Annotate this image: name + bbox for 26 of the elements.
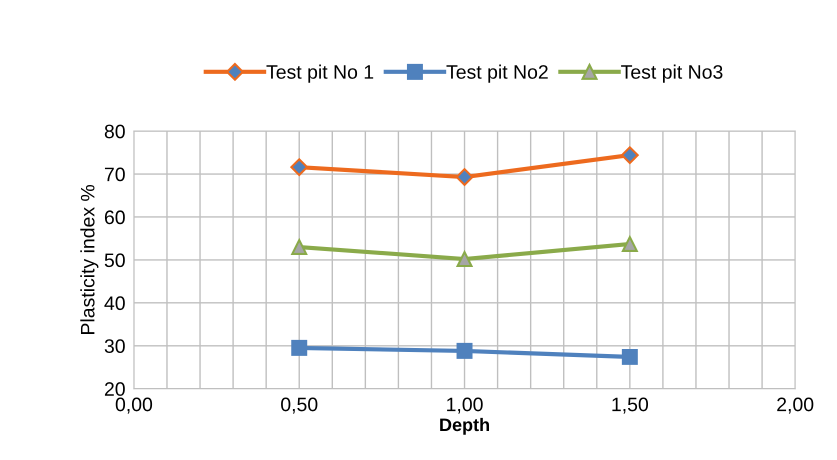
y-tick-label: 40 [104, 296, 125, 310]
x-axis-title: Depth [440, 418, 489, 435]
legend-label: Test pit No3 [621, 64, 722, 83]
x-tick-label: 0,00 [116, 398, 152, 414]
point [622, 348, 638, 365]
point [291, 239, 308, 256]
y-tick-label: 80 [104, 124, 125, 138]
x-tick-label: 0,50 [281, 398, 318, 414]
legend-label: Test pit No2 [446, 64, 548, 83]
point [620, 146, 639, 164]
y-tick-label: 70 [104, 168, 125, 182]
y-tick-label: 20 [104, 382, 125, 396]
point [291, 340, 308, 356]
y-tick-label: 60 [104, 210, 125, 224]
x-tick-label: 1,50 [612, 398, 648, 414]
y-tick-label: 30 [104, 339, 125, 354]
x-tick-label: 1,00 [447, 398, 483, 414]
point [456, 168, 474, 186]
point [290, 158, 308, 176]
point [456, 342, 473, 359]
y-axis-title: Plasticity index % [80, 184, 98, 334]
y-tick-label: 50 [104, 253, 125, 268]
x-tick-label: 2,00 [777, 398, 814, 414]
point [622, 236, 638, 252]
point [456, 251, 473, 268]
legend-label: Test pit No 1 [266, 64, 374, 83]
